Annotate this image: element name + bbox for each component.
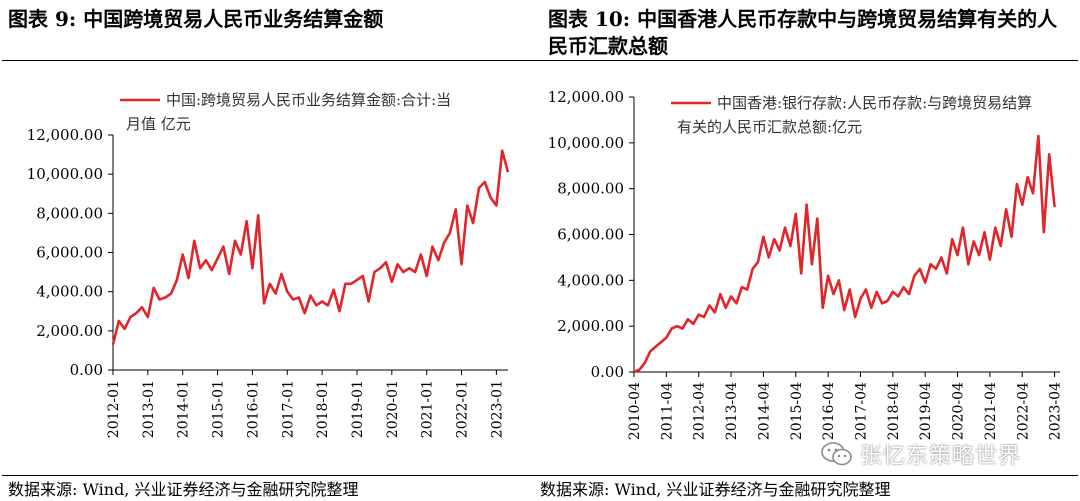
x-tick-label: 2019-01 — [350, 380, 366, 438]
x-tick-label: 2023-01 — [489, 380, 505, 438]
left-source-note: 数据来源: Wind, 兴业证券经济与金融研究院整理 — [8, 480, 359, 499]
x-tick-label: 2016-01 — [245, 380, 261, 438]
right-line-chart: 0.00 2,000.00 4,000.00 6,000.00 8,000.00 10,0… — [548, 88, 1064, 440]
series-line — [111, 149, 510, 345]
legend-label: 中国:跨境贸易人民币业务结算金额:合计:当月值 亿元 — [126, 91, 451, 133]
x-tick-label: 2015-01 — [211, 380, 227, 438]
x-tick-label: 2013-04 — [724, 382, 740, 440]
right-figure-panel: 图表 10: 中国香港人民币存款中与跨境贸易结算有关的人民币汇款总额 0.00 2… — [540, 0, 1080, 499]
legend: 中国:跨境贸易人民币业务结算金额:合计:当月值 亿元 — [120, 91, 451, 133]
x-tick-label: 2012-01 — [106, 380, 122, 438]
y-tick-label: 10,000.00 — [548, 134, 624, 152]
x-tick-label: 2012-04 — [692, 382, 708, 440]
x-tick-label: 2020-04 — [951, 382, 967, 440]
y-tick-label: 4,000.00 — [557, 271, 624, 289]
y-tick-label: 4,000.00 — [36, 283, 103, 301]
y-tick-label: 2,000.00 — [557, 317, 624, 335]
left-figure-panel: 图表 9: 中国跨境贸易人民币业务结算金额 0.00 2,000.00 4,000.… — [0, 0, 540, 499]
top-divider — [2, 60, 1078, 61]
legend-label-line: 中国:跨境贸易人民币业务结算金额:合计:当 — [166, 91, 451, 109]
y-tick-label: 6,000.00 — [557, 226, 624, 244]
wechat-icon — [821, 442, 852, 466]
y-tick-label: 2,000.00 — [36, 322, 103, 340]
x-tick-label: 2017-01 — [280, 380, 296, 438]
x-tick-label: 2014-01 — [176, 380, 192, 438]
right-figure-title: 图表 10: 中国香港人民币存款中与跨境贸易结算有关的人民币汇款总额 — [548, 7, 1058, 58]
x-tick-label: 2014-04 — [756, 382, 772, 440]
x-tick-label: 2019-04 — [918, 382, 934, 440]
legend-label: 中国香港:银行存款:人民币存款:与跨境贸易结算有关的人民币汇款总额:亿元 — [677, 94, 1032, 136]
x-tick-label: 2023-04 — [1048, 382, 1064, 440]
left-figure-title: 图表 9: 中国跨境贸易人民币业务结算金额 — [8, 7, 384, 31]
left-line-chart: 0.00 2,000.00 4,000.00 6,000.00 8,000.00 10,0… — [27, 91, 510, 438]
x-tick-label: 2022-04 — [1015, 382, 1031, 440]
y-tick-label: 8,000.00 — [36, 204, 103, 222]
x-tick-label: 2015-04 — [789, 382, 805, 440]
x-tick-label: 2010-04 — [627, 382, 643, 440]
x-tick-label: 2021-04 — [983, 382, 999, 440]
right-source-note: 数据来源: Wind, 兴业证券经济与金融研究院整理 — [540, 480, 891, 499]
y-tick-label: 12,000.00 — [548, 88, 624, 106]
y-tick-label: 8,000.00 — [557, 180, 624, 198]
watermark-text: 张忆东策略世界 — [860, 444, 1022, 469]
x-tick-label: 2018-04 — [886, 382, 902, 440]
bottom-divider — [2, 475, 1078, 476]
y-tick-label: 0.00 — [70, 361, 103, 379]
legend-label-line: 有关的人民币汇款总额:亿元 — [677, 118, 862, 136]
legend-label-line: 中国香港:银行存款:人民币存款:与跨境贸易结算 — [717, 94, 1032, 112]
y-tick-label: 10,000.00 — [27, 165, 103, 183]
y-tick-label: 12,000.00 — [27, 126, 103, 144]
x-tick-label: 2017-04 — [853, 382, 869, 440]
legend-label-line: 月值 亿元 — [126, 115, 191, 133]
x-tick-label: 2018-01 — [315, 380, 331, 438]
x-tick-label: 2016-04 — [821, 382, 837, 440]
x-tick-label: 2022-01 — [455, 380, 471, 438]
x-tick-label: 2013-01 — [141, 380, 157, 438]
x-tick-label: 2011-04 — [659, 382, 675, 440]
x-tick-label: 2020-01 — [385, 380, 401, 438]
y-tick-label: 0.00 — [591, 363, 624, 381]
legend: 中国香港:银行存款:人民币存款:与跨境贸易结算有关的人民币汇款总额:亿元 — [671, 94, 1032, 136]
y-tick-label: 6,000.00 — [36, 244, 103, 262]
series-line — [633, 134, 1056, 374]
x-tick-label: 2021-01 — [420, 380, 436, 438]
watermark: 张忆东策略世界 — [820, 436, 1021, 472]
